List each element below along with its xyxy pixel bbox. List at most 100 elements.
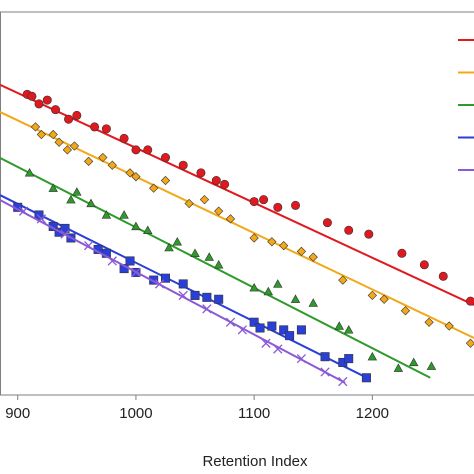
point [101, 124, 111, 134]
point [249, 317, 259, 327]
point [220, 179, 230, 189]
point [143, 145, 153, 155]
point [237, 325, 247, 335]
point [36, 214, 47, 224]
point [273, 344, 283, 354]
point [178, 279, 188, 289]
point [465, 296, 474, 306]
point [249, 197, 259, 207]
point [24, 168, 35, 177]
point [438, 271, 448, 281]
point [279, 325, 289, 335]
x-axis-label: Retention Index [202, 453, 308, 470]
point [160, 175, 171, 186]
point [361, 373, 371, 383]
point [83, 240, 94, 251]
point [267, 321, 277, 331]
point [143, 225, 153, 234]
point [131, 267, 141, 278]
point [36, 129, 46, 140]
point [48, 129, 58, 140]
point [225, 317, 236, 327]
point [214, 294, 224, 304]
point [379, 294, 389, 304]
point [84, 156, 94, 166]
point [338, 275, 348, 285]
point [213, 259, 224, 269]
point [27, 91, 37, 101]
point [426, 361, 437, 370]
point [291, 200, 301, 210]
point [86, 198, 96, 208]
point [409, 357, 419, 367]
point [259, 195, 269, 205]
point [64, 114, 74, 124]
point [308, 298, 318, 307]
point [214, 206, 224, 216]
point [320, 367, 330, 377]
point [34, 210, 44, 220]
point [308, 252, 318, 262]
point [34, 99, 44, 109]
x-tick-label: 900 [5, 405, 30, 422]
point [62, 145, 73, 155]
point [107, 160, 117, 170]
point [72, 187, 82, 196]
x-tick-label: 1200 [356, 405, 389, 422]
point [66, 194, 76, 204]
x-tick-label: 1100 [238, 405, 270, 422]
point [60, 223, 70, 233]
point [367, 351, 378, 361]
point [30, 122, 41, 132]
point [261, 338, 271, 348]
point [444, 321, 454, 331]
point [125, 168, 135, 178]
point [263, 286, 274, 296]
point [290, 294, 301, 303]
point [249, 233, 259, 243]
point [320, 352, 330, 362]
point [225, 214, 236, 224]
point [322, 218, 332, 228]
point [279, 241, 289, 251]
point [119, 210, 129, 219]
point [267, 237, 277, 247]
point [273, 279, 283, 288]
point [204, 252, 214, 261]
point [131, 145, 141, 155]
point [164, 242, 174, 252]
point [154, 279, 165, 289]
point [296, 246, 307, 256]
point [42, 95, 52, 105]
point [400, 306, 411, 316]
point [424, 317, 434, 327]
point [160, 273, 170, 283]
point [172, 236, 183, 246]
point [255, 323, 265, 333]
point [125, 256, 135, 266]
point [160, 153, 170, 163]
point [202, 292, 212, 302]
point [296, 353, 307, 364]
point [285, 331, 295, 341]
point [178, 290, 188, 301]
point [338, 376, 348, 387]
fit-line [0, 199, 346, 384]
point [343, 325, 354, 334]
point [364, 229, 374, 239]
point [131, 221, 141, 231]
point [334, 321, 344, 330]
point [202, 304, 212, 314]
point [465, 338, 474, 348]
point [190, 290, 200, 300]
point [184, 198, 194, 209]
point [18, 206, 29, 216]
point [72, 110, 82, 120]
point [344, 354, 354, 364]
point [211, 176, 221, 186]
point [273, 202, 283, 212]
point [199, 195, 210, 205]
point [54, 137, 64, 147]
